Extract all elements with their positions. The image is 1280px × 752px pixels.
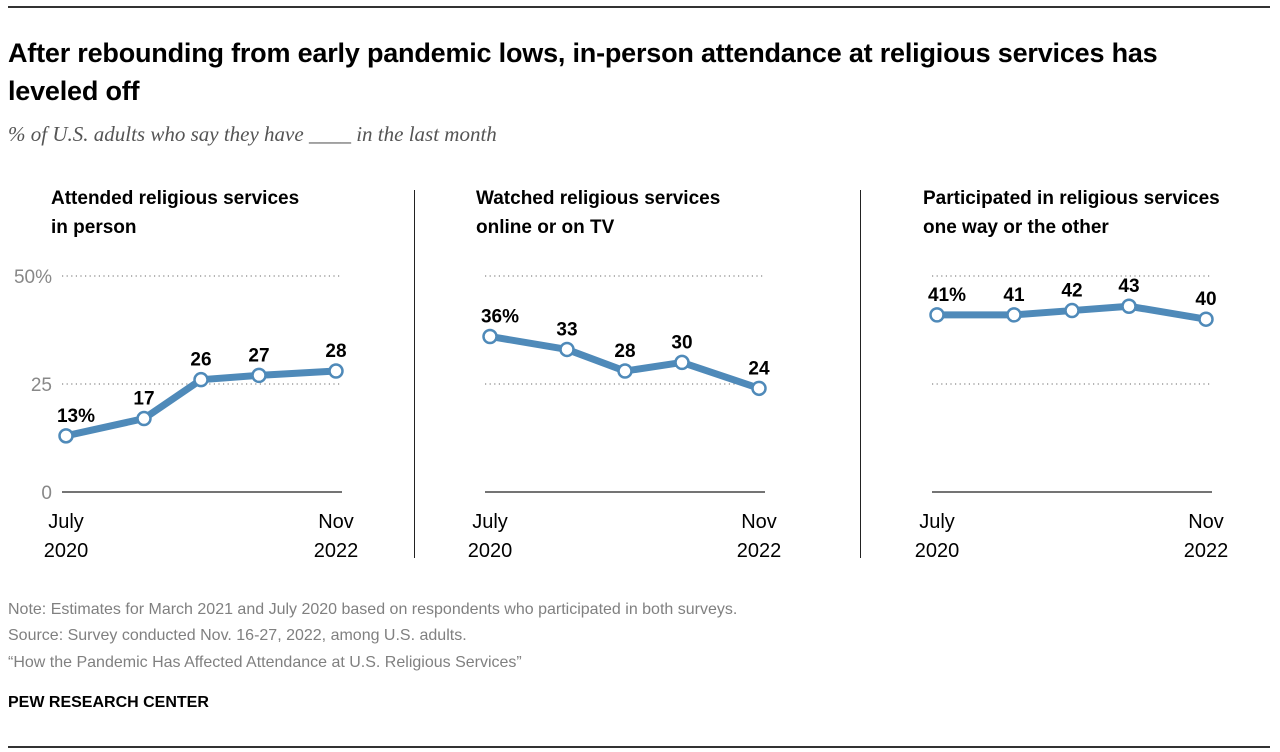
- data-point: [251, 367, 267, 384]
- data-label: 43: [1118, 276, 1139, 297]
- x-tick-label: 2022: [737, 540, 782, 562]
- x-tick-label: July: [919, 511, 955, 533]
- data-point: [751, 380, 767, 397]
- x-tick-label: Nov: [1188, 511, 1224, 533]
- data-point: [136, 410, 152, 427]
- data-label: 42: [1061, 281, 1082, 302]
- data-point: [1006, 307, 1022, 323]
- x-tick-label: 2020: [915, 540, 960, 562]
- data-label: 24: [748, 358, 770, 379]
- panel-divider: [860, 190, 861, 558]
- report-title-text: “How the Pandemic Has Affected Attendanc…: [8, 654, 522, 671]
- data-label: 33: [556, 319, 577, 340]
- source-text: Source: Survey conducted Nov. 16-27, 202…: [8, 627, 467, 644]
- data-label: 30: [671, 332, 692, 353]
- data-label: 40: [1195, 289, 1216, 310]
- panel-title-online: Watched religious services online or on …: [476, 184, 720, 242]
- panel-title-in-person: Attended religious services in person: [51, 184, 299, 242]
- data-point: [1198, 311, 1214, 327]
- data-point: [674, 354, 690, 371]
- top-rule: [8, 6, 1270, 8]
- data-point: [1064, 302, 1080, 319]
- data-label: 26: [190, 350, 211, 371]
- y-tick-label: 25: [31, 375, 52, 396]
- pew-logo-text: PEW RESEARCH CENTER: [8, 694, 209, 711]
- panel-divider: [414, 190, 415, 558]
- data-point: [193, 371, 209, 388]
- note-text: Note: Estimates for March 2021 and July …: [8, 601, 738, 618]
- data-label: 17: [133, 389, 154, 410]
- panel-title-line: Watched religious services: [476, 188, 721, 209]
- x-tick-label: 2022: [314, 540, 359, 562]
- x-tick-label: 2020: [468, 540, 513, 562]
- y-tick-label: 0: [41, 483, 52, 504]
- x-tick-label: July: [48, 511, 84, 533]
- data-label: 28: [614, 341, 635, 362]
- data-point: [559, 341, 575, 358]
- panel-title-line: Participated in religious services: [923, 188, 1220, 209]
- data-label: 36%: [481, 306, 519, 327]
- chart-title: After rebounding from early pandemic low…: [8, 38, 1158, 106]
- panel-title-either: Participated in religious services one w…: [923, 184, 1220, 242]
- x-tick-label: 2022: [1184, 540, 1229, 562]
- data-label: 28: [325, 341, 346, 362]
- y-tick-label: 50%: [14, 267, 52, 288]
- data-label: 41: [1003, 285, 1025, 306]
- data-label: 13%: [57, 406, 95, 427]
- data-label: 41%: [928, 285, 966, 306]
- data-point: [1121, 298, 1137, 314]
- panel-title-line: in person: [51, 217, 137, 238]
- panel-title-line: online or on TV: [476, 217, 615, 238]
- data-label: 27: [248, 345, 269, 366]
- data-point: [929, 307, 945, 323]
- data-point: [58, 428, 74, 444]
- x-tick-label: Nov: [741, 511, 777, 533]
- x-tick-label: 2020: [44, 540, 89, 562]
- bottom-rule: [8, 746, 1270, 748]
- panel-title-line: Attended religious services: [51, 188, 300, 209]
- x-tick-label: July: [472, 511, 508, 533]
- panel-title-line: one way or the other: [923, 217, 1109, 238]
- data-point: [328, 363, 344, 379]
- data-point: [617, 363, 633, 379]
- x-tick-label: Nov: [318, 511, 354, 533]
- chart-subtitle: % of U.S. adults who say they have ____ …: [8, 122, 497, 146]
- data-point: [482, 328, 498, 345]
